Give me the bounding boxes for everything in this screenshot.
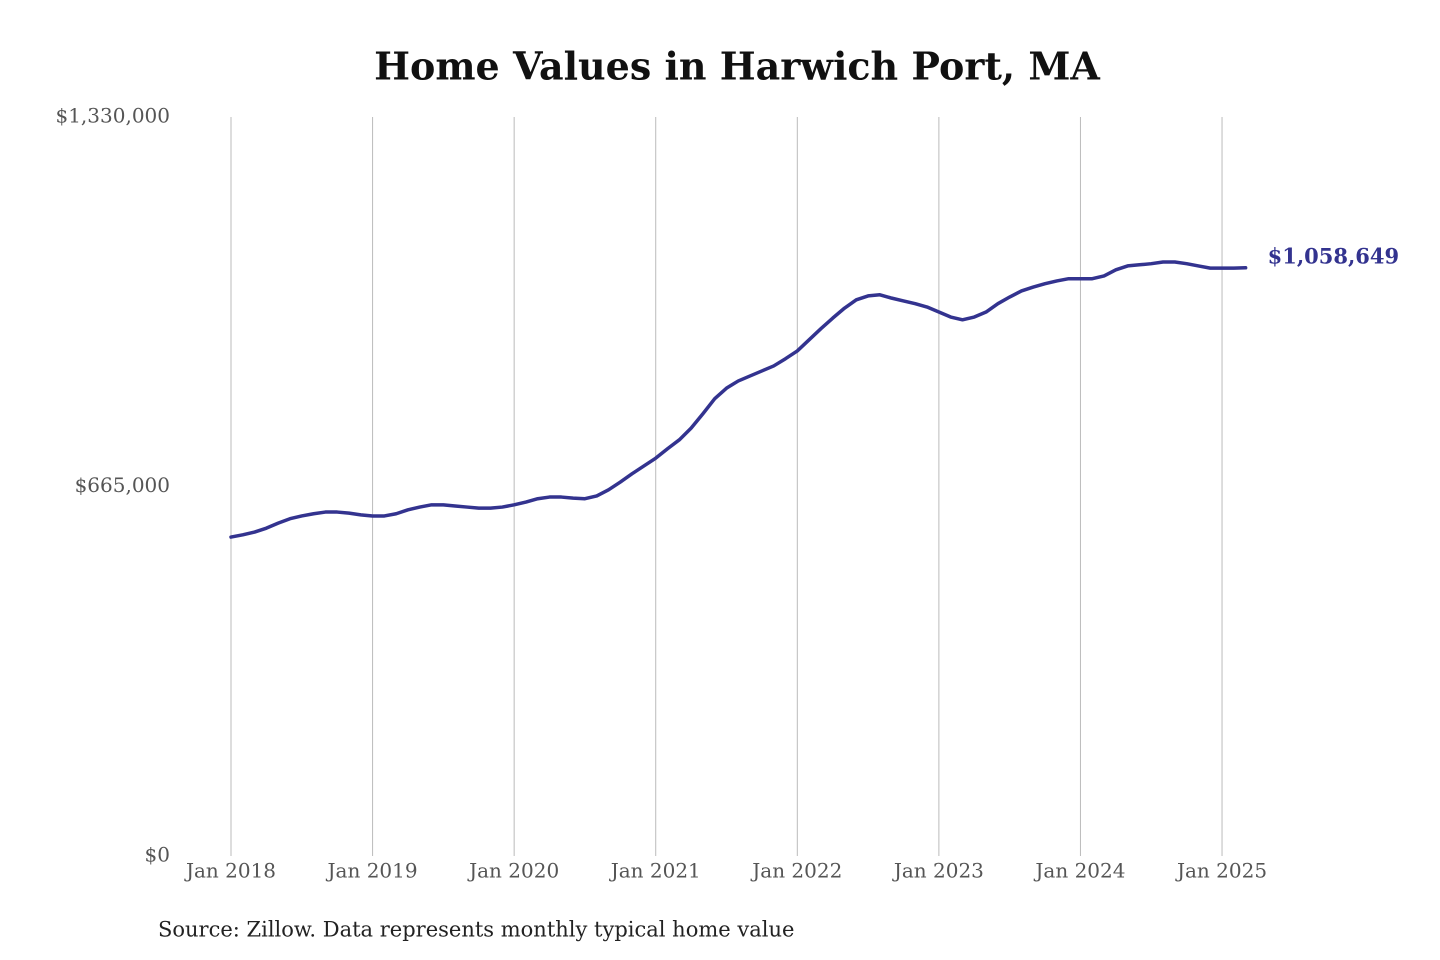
source-note: Source: Zillow. Data represents monthly …: [158, 918, 794, 942]
y-tick-label: $1,330,000: [55, 104, 170, 128]
x-tick-label: Jan 2020: [467, 859, 559, 883]
value-label: $1,058,649: [1268, 243, 1400, 268]
x-tick-label: Jan 2019: [326, 859, 418, 883]
x-tick-label: Jan 2022: [750, 859, 842, 883]
x-tick-label: Jan 2023: [892, 859, 984, 883]
y-tick-label: $0: [145, 843, 170, 867]
y-tick-label: $665,000: [75, 473, 170, 497]
chart-title: Home Values in Harwich Port, MA: [374, 44, 1100, 89]
series-line: [229, 260, 1248, 539]
x-tick-label: Jan 2021: [609, 859, 701, 883]
x-tick-label: Jan 2024: [1033, 859, 1125, 883]
x-tick-label: Jan 2025: [1175, 859, 1267, 883]
x-tick-label: Jan 2018: [184, 859, 276, 883]
